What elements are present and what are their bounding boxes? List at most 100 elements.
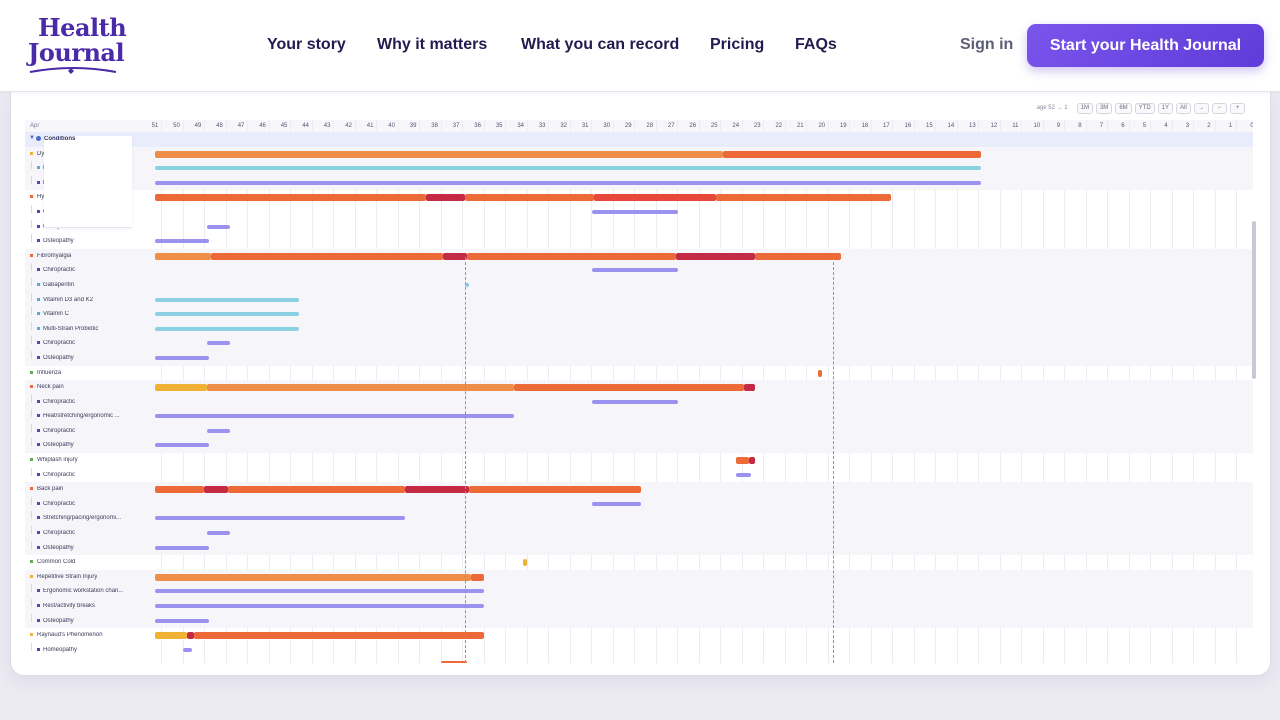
treatment-row[interactable]: Chiropractic xyxy=(25,336,1253,351)
treatment-bar[interactable] xyxy=(206,224,231,229)
condition-bar[interactable] xyxy=(228,486,405,494)
treatment-bar[interactable] xyxy=(591,268,678,273)
condition-bar[interactable] xyxy=(443,252,467,260)
treatment-row[interactable]: Vitamin C xyxy=(25,307,1253,322)
timeline-scrollbar[interactable] xyxy=(1252,91,1256,663)
scrollbar-thumb[interactable] xyxy=(1252,221,1256,379)
treatment-row[interactable]: Chiropractic xyxy=(25,204,1253,220)
treatment-bar[interactable] xyxy=(735,472,751,477)
treatment-row[interactable]: Osteopathy xyxy=(25,613,1253,629)
range-button-1[interactable]: 3M xyxy=(1095,102,1113,114)
condition-bar[interactable] xyxy=(155,573,472,581)
condition-bar[interactable] xyxy=(155,194,427,202)
condition-row[interactable]: Common Cold xyxy=(25,555,1253,570)
treatment-bar[interactable] xyxy=(155,166,981,171)
treatment-row[interactable]: Rest/activity breaks xyxy=(25,599,1253,614)
treatment-row[interactable]: Osteopathy xyxy=(25,438,1253,454)
treatment-row[interactable]: Gabapentin xyxy=(25,277,1253,293)
treatment-bar[interactable] xyxy=(155,516,405,521)
event-dot[interactable] xyxy=(464,282,469,287)
treatment-row[interactable]: Chiropractic xyxy=(25,423,1253,439)
condition-bar[interactable] xyxy=(469,486,642,494)
condition-bar[interactable] xyxy=(722,150,981,158)
treatment-row[interactable]: Chiropractic xyxy=(25,496,1253,512)
treatment-row[interactable]: Chiropractic xyxy=(25,467,1253,483)
nav-your-story[interactable]: Your story xyxy=(267,36,346,53)
treatment-row[interactable]: Heat/stretching/ergonomic ... xyxy=(25,409,1253,424)
treatment-bar[interactable] xyxy=(155,312,300,317)
nav-pricing[interactable]: Pricing xyxy=(710,36,765,53)
treatment-bar[interactable] xyxy=(206,531,231,536)
condition-bar[interactable] xyxy=(735,457,749,465)
treatment-bar[interactable] xyxy=(155,239,209,244)
range-button-0[interactable]: 1M xyxy=(1076,102,1093,114)
condition-row[interactable] xyxy=(25,657,1253,663)
treatment-row[interactable]: Ibuprofen xyxy=(25,161,1253,176)
range-button-4[interactable]: 1Y xyxy=(1157,102,1173,114)
treatment-bar[interactable] xyxy=(155,545,209,550)
condition-row[interactable]: Dysmenorrhoea xyxy=(25,146,1253,162)
condition-bar[interactable] xyxy=(593,194,717,202)
treatment-bar[interactable] xyxy=(155,604,485,608)
condition-bar[interactable] xyxy=(204,486,229,494)
treatment-bar[interactable] xyxy=(155,297,300,302)
sign-in-link[interactable]: Sign in xyxy=(960,36,1014,53)
range-button-2[interactable]: 6M xyxy=(1115,102,1132,114)
condition-bar[interactable] xyxy=(522,559,528,567)
condition-row[interactable]: Back pain xyxy=(25,482,1253,497)
treatment-bar[interactable] xyxy=(155,326,300,331)
treatment-bar[interactable] xyxy=(155,618,209,623)
condition-bar[interactable] xyxy=(155,384,207,392)
condition-bar[interactable] xyxy=(744,384,756,392)
condition-bar[interactable] xyxy=(817,369,822,377)
treatment-row[interactable]: Multi-Strain Probiotic xyxy=(25,321,1253,337)
conditions-header-row[interactable]: ▼ Conditions 23 xyxy=(25,132,1253,228)
condition-bar[interactable] xyxy=(193,632,485,640)
condition-bar[interactable] xyxy=(675,252,756,260)
range-button-5[interactable]: All xyxy=(1176,102,1191,114)
condition-row[interactable]: Neck pain xyxy=(25,380,1253,395)
condition-bar[interactable] xyxy=(755,252,842,260)
condition-row[interactable]: Influenza xyxy=(25,366,1253,381)
treatment-bar[interactable] xyxy=(206,428,231,433)
range-button-6[interactable]: → xyxy=(1194,102,1209,114)
condition-bar[interactable] xyxy=(155,486,205,494)
treatment-bar[interactable] xyxy=(591,399,678,404)
treatment-row[interactable]: Osteopathy xyxy=(25,350,1253,366)
condition-row[interactable]: Repetitive Strain Injury xyxy=(25,569,1253,585)
condition-bar[interactable] xyxy=(155,252,211,260)
treatment-bar[interactable] xyxy=(155,443,209,448)
start-journal-button[interactable]: Start your Health Journal xyxy=(1027,24,1264,67)
health-journal-logo[interactable]: Health Journal xyxy=(28,14,127,80)
treatment-bar[interactable] xyxy=(182,647,192,652)
treatment-row[interactable]: Osteopathy xyxy=(25,234,1253,249)
condition-bar[interactable] xyxy=(210,252,444,260)
treatment-bar[interactable] xyxy=(155,414,515,419)
condition-row[interactable]: Whiplash injury xyxy=(25,453,1253,468)
nav-faqs[interactable]: FAQs xyxy=(795,36,837,53)
range-button-7[interactable]: − xyxy=(1212,102,1227,114)
condition-bar[interactable] xyxy=(155,150,723,158)
condition-bar[interactable] xyxy=(187,632,194,640)
condition-bar[interactable] xyxy=(716,194,891,202)
condition-bar[interactable] xyxy=(466,252,676,260)
condition-bar[interactable] xyxy=(441,661,467,663)
range-button-3[interactable]: YTD xyxy=(1134,102,1155,114)
condition-row[interactable]: Raynaud's Phenomenon xyxy=(25,628,1253,643)
condition-bar[interactable] xyxy=(404,486,470,494)
treatment-row[interactable]: Vitamin D3 and K2 xyxy=(25,292,1253,308)
treatment-row[interactable]: Osteopathy xyxy=(25,540,1253,556)
condition-bar[interactable] xyxy=(464,194,594,202)
condition-bar[interactable] xyxy=(155,632,188,640)
condition-row[interactable]: Fibromyalgia xyxy=(25,248,1253,264)
treatment-row[interactable]: Chiropractic xyxy=(25,394,1253,410)
condition-bar[interactable] xyxy=(426,194,465,202)
nav-why-it-matters[interactable]: Why it matters xyxy=(377,36,488,53)
range-button-8[interactable]: + xyxy=(1230,102,1245,114)
condition-bar[interactable] xyxy=(514,384,745,392)
treatment-row[interactable]: Chiropractic xyxy=(25,263,1253,278)
nav-what-you-can-record[interactable]: What you can record xyxy=(521,36,680,53)
treatment-row[interactable]: Homeopathy xyxy=(25,642,1253,658)
treatment-bar[interactable] xyxy=(591,209,678,214)
treatment-row[interactable]: Chiropractic xyxy=(25,526,1253,541)
